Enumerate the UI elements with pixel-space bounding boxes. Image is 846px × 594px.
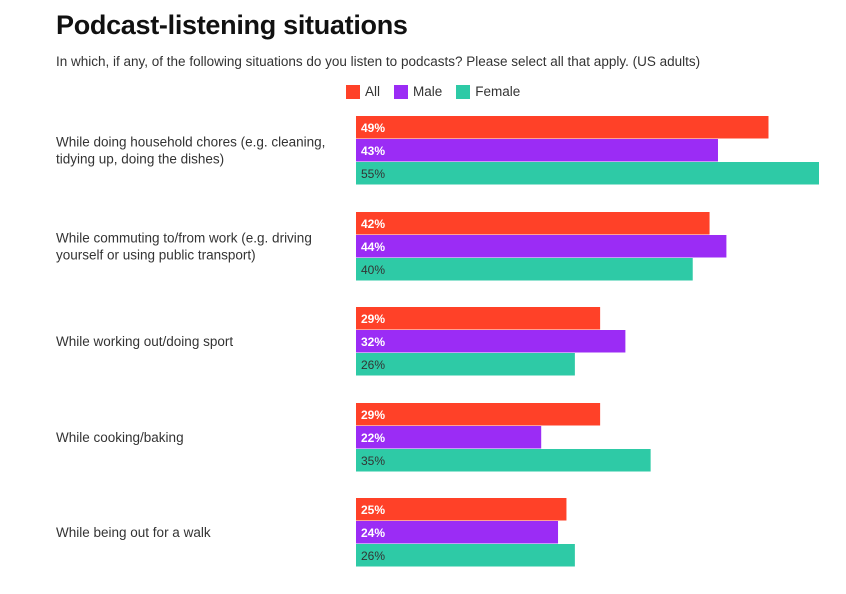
- legend-swatch-all: [346, 84, 360, 99]
- bar-value-label-female: 26%: [361, 549, 385, 563]
- chart-subtitle: In which, if any, of the following situa…: [56, 54, 701, 69]
- bar-male: [356, 521, 559, 544]
- bar-all: [356, 212, 710, 235]
- bar-value-label-female: 26%: [361, 358, 385, 372]
- bar-female: [356, 449, 651, 472]
- legend-item-female: Female: [456, 84, 520, 99]
- category-group: While doing household chores (e.g. clean…: [56, 116, 819, 185]
- bar-male: [356, 426, 542, 449]
- legend-label-all: All: [365, 84, 381, 99]
- bar-all: [356, 403, 601, 426]
- category-label: While cooking/baking: [56, 430, 184, 445]
- bar-value-label-all: 25%: [361, 503, 385, 517]
- bar-value-label-male: 43%: [361, 144, 385, 158]
- bar-female: [356, 353, 575, 376]
- category-label: While doing household chores (e.g. clean…: [56, 134, 325, 166]
- bar-value-label-female: 35%: [361, 454, 385, 468]
- category-group: While cooking/baking 29% 22% 35%: [56, 403, 651, 472]
- bar-all: [356, 307, 601, 330]
- legend-label-female: Female: [475, 84, 521, 99]
- bar-value-label-male: 44%: [361, 240, 385, 254]
- bar-value-label-all: 29%: [361, 312, 385, 326]
- bar-value-label-all: 29%: [361, 408, 385, 422]
- category-label: While working out/doing sport: [56, 334, 233, 349]
- bar-female: [356, 544, 575, 567]
- bar-female: [356, 258, 693, 281]
- category-group: While working out/doing sport 29% 32% 26%: [56, 307, 626, 376]
- bar-value-label-female: 55%: [361, 167, 385, 181]
- legend: All Male Female: [346, 84, 520, 99]
- bar-value-label-male: 24%: [361, 526, 385, 540]
- bar-value-label-male: 22%: [361, 431, 385, 445]
- bar-value-label-all: 42%: [361, 217, 385, 231]
- legend-item-all: All: [346, 84, 380, 99]
- bar-value-label-all: 49%: [361, 121, 385, 135]
- bar-male: [356, 139, 718, 162]
- category-group: While commuting to/from work (e.g. drivi…: [56, 212, 727, 281]
- bar-male: [356, 330, 626, 353]
- category-label: While being out for a walk: [56, 525, 211, 540]
- bar-all: [356, 116, 769, 139]
- legend-item-male: Male: [394, 84, 442, 99]
- bar-value-label-male: 32%: [361, 335, 385, 349]
- category-group: While being out for a walk 25% 24% 26%: [56, 498, 575, 567]
- category-label: While commuting to/from work (e.g. drivi…: [56, 230, 312, 262]
- bar-female: [356, 162, 819, 185]
- chart-title: Podcast-listening situations: [56, 10, 408, 40]
- legend-swatch-female: [456, 84, 471, 99]
- legend-label-male: Male: [413, 84, 443, 99]
- bar-value-label-female: 40%: [361, 263, 385, 277]
- legend-swatch-male: [394, 84, 409, 99]
- bar-all: [356, 498, 567, 521]
- bar-male: [356, 235, 727, 258]
